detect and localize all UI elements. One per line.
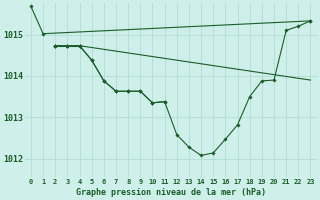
X-axis label: Graphe pression niveau de la mer (hPa): Graphe pression niveau de la mer (hPa) bbox=[76, 188, 266, 197]
